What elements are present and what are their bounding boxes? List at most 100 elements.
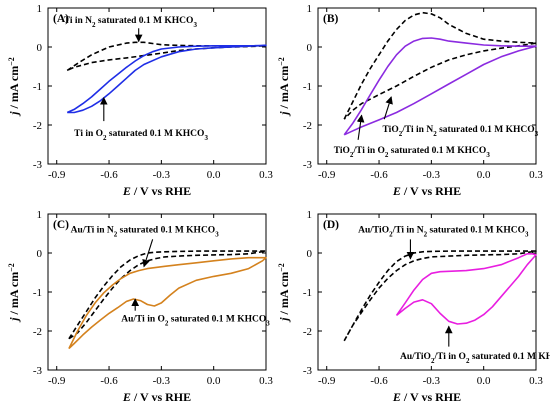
- y-axis-title-rest: / mA cm: [7, 66, 21, 112]
- panel-d: -0.9 -0.6 -0.3 0.0 0.3 -3 -2 -1 0 1 E / V vs RHE j …: [277, 209, 550, 404]
- annotation-label-part: saturated 0.1 M KHCO: [388, 146, 486, 156]
- y-axis-title-rest: / mA cm: [277, 272, 291, 318]
- panel-label: (A): [53, 13, 69, 25]
- series-2-curve: [68, 256, 267, 350]
- annotation-label-part: /Ti in N: [392, 226, 424, 236]
- annotation-label-part: Au/TiO: [400, 352, 431, 362]
- annotation-arrow: [383, 96, 393, 120]
- annotation-label-part: 2: [165, 319, 169, 327]
- x-axis-title-var: E: [392, 390, 401, 404]
- y-axis-title-rest: / mA cm: [7, 272, 21, 318]
- annotation-label-part: 3: [525, 231, 529, 239]
- annotation-label: Ti in O2 saturated 0.1 M KHCO3: [74, 129, 208, 142]
- annotation-arrow: [356, 114, 365, 140]
- plot-frame: [317, 7, 537, 165]
- x-axis-title-rest: / V vs RHE: [401, 390, 461, 404]
- x-tick-label: -0.6: [100, 169, 118, 181]
- annotation-label-part: /Ti in O: [352, 146, 385, 156]
- panel-label: (B): [323, 13, 339, 25]
- x-tick-label: -0.9: [48, 375, 66, 387]
- x-tick-label: -0.3: [153, 169, 171, 181]
- annotation-label: Au/Ti in N2 saturated 0.1 M KHCO3: [71, 226, 220, 239]
- annotation-label-part: 3: [204, 134, 208, 142]
- annotation-label-part: 2: [92, 21, 96, 29]
- y-axis-title: j / mA cm−2: [7, 263, 22, 323]
- annotation-label-part: 2: [389, 231, 393, 239]
- annotation-label-part: Au/TiO: [358, 226, 389, 236]
- y-tick-label: -1: [303, 287, 312, 299]
- annotation-label-part: Au/Ti in N: [71, 226, 114, 236]
- annotation-label-part: saturated 0.1 M KHCO: [107, 129, 205, 139]
- y-tick-label: -3: [33, 365, 43, 377]
- series-1-curve: [68, 250, 267, 340]
- x-tick-label: 0.3: [529, 375, 543, 387]
- y-tick-label: -1: [33, 287, 42, 299]
- annotation-label-part: 3: [215, 231, 219, 239]
- annotation-label-part: 2: [114, 231, 118, 239]
- y-tick-label: -2: [303, 326, 312, 338]
- y-tick-label: 1: [307, 209, 313, 221]
- x-tick-label: -0.3: [153, 375, 171, 387]
- y-axis-title-exp: −2: [277, 57, 286, 66]
- x-axis-title-var: E: [392, 184, 401, 198]
- annotation-label-part: TiO: [383, 125, 399, 135]
- y-axis-title-var: j: [7, 111, 21, 117]
- series-1-curve: [343, 11, 537, 120]
- annotation-label-part: saturated 0.1 M KHCO: [437, 125, 535, 135]
- x-tick-label: 0.3: [529, 169, 543, 181]
- annotation-label-part: Au/Ti in O: [121, 314, 165, 324]
- annotation-label-part: 3: [535, 130, 539, 138]
- y-tick-label: 1: [37, 209, 43, 221]
- annotation-label-part: 2: [424, 231, 428, 239]
- annotation-label-part: saturated 0.1 M KHCO: [427, 226, 525, 236]
- y-tick-label: 0: [37, 248, 43, 260]
- y-axis-title-rest: / mA cm: [277, 66, 291, 112]
- annotation-label-part: TiO: [334, 146, 350, 156]
- annotation-label-part: Ti in O: [74, 129, 103, 139]
- y-axis-title: j / mA cm−2: [277, 57, 292, 117]
- annotation-label-part: /Ti in N: [401, 125, 433, 135]
- x-tick-label: -0.9: [48, 169, 66, 181]
- y-tick-label: 1: [307, 3, 313, 15]
- y-tick-label: -3: [33, 159, 43, 171]
- series-2-curve: [395, 253, 537, 325]
- x-tick-label: -0.6: [370, 375, 388, 387]
- x-tick-label: 0.0: [207, 169, 221, 181]
- annotation-label-part: saturated 0.1 M KHCO: [96, 16, 194, 26]
- x-tick-label: -0.3: [423, 375, 441, 387]
- annotation-label-part: saturated 0.1 M KHCO: [469, 352, 550, 362]
- annotation-label-part: 3: [266, 319, 270, 327]
- y-tick-label: 0: [307, 248, 313, 260]
- y-axis-title-exp: −2: [277, 263, 286, 272]
- x-axis-title: E / V vs RHE: [392, 390, 461, 404]
- panel-label: (C): [53, 219, 69, 231]
- panel-b: -0.9 -0.6 -0.3 0.0 0.3 -3 -2 -1 0 1 E / V vs RHE j …: [277, 3, 544, 198]
- x-axis-title-var: E: [122, 184, 131, 198]
- x-tick-label: -0.6: [370, 169, 388, 181]
- plot-frame: [47, 7, 267, 165]
- y-axis-title-var: j: [277, 317, 291, 323]
- x-tick-label: 0.0: [207, 375, 221, 387]
- annotation-label: TiO2/Ti in O2 saturated 0.1 M KHCO3: [334, 146, 491, 159]
- annotation-label-part: 2: [385, 151, 389, 159]
- annotation-label: Au/TiO2/Ti in N2 saturated 0.1 M KHCO3: [358, 226, 529, 239]
- annotation-label-part: saturated 0.1 M KHCO: [117, 226, 215, 236]
- y-tick-label: -2: [33, 326, 42, 338]
- series-2-curve: [343, 37, 537, 136]
- annotation-label: Ti in N2 saturated 0.1 M KHCO3: [64, 16, 198, 29]
- y-axis-title-exp: −2: [7, 57, 16, 66]
- annotation-label-part: 3: [486, 151, 490, 159]
- x-tick-label: 0.0: [477, 169, 491, 181]
- annotation-label-part: 2: [103, 134, 107, 142]
- annotation-label: TiO2/Ti in N2 saturated 0.1 M KHCO3: [383, 125, 539, 138]
- y-tick-label: 1: [37, 3, 43, 15]
- x-tick-label: -0.9: [318, 375, 336, 387]
- panel-a: -0.9 -0.6 -0.3 0.0 0.3 -3 -2 -1 0 1 E / V vs RHE j …: [7, 3, 274, 198]
- x-axis-title-rest: / V vs RHE: [131, 390, 191, 404]
- x-axis-title-rest: / V vs RHE: [401, 184, 461, 198]
- y-axis-title-var: j: [277, 111, 291, 117]
- annotation-label-part: 2: [466, 357, 470, 365]
- plot-frame: [47, 213, 267, 371]
- x-tick-label: -0.9: [318, 169, 336, 181]
- y-tick-label: -2: [33, 120, 42, 132]
